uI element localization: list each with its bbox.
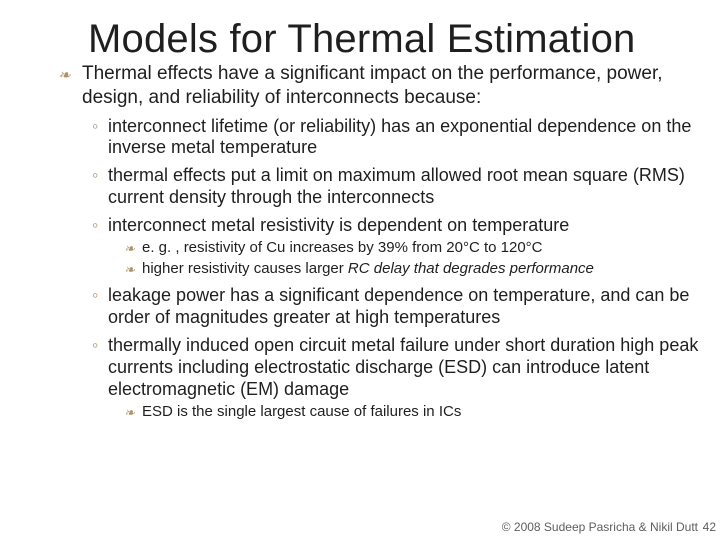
circle-icon: ◦ bbox=[92, 285, 98, 307]
swirl-icon: ❧ bbox=[58, 67, 71, 86]
l3-text-plain: higher resistivity causes larger bbox=[142, 260, 348, 277]
swirl-icon: ❧ bbox=[124, 405, 135, 421]
l2-text: thermally induced open circuit metal fai… bbox=[108, 335, 698, 399]
bullet-level2: ◦ thermal effects put a limit on maximum… bbox=[92, 165, 700, 209]
l2-text: leakage power has a significant dependen… bbox=[108, 285, 689, 327]
bullet-level3: ❧ ESD is the single largest cause of fai… bbox=[124, 403, 700, 422]
l2-text: thermal effects put a limit on maximum a… bbox=[108, 165, 685, 207]
page-number: 42 bbox=[703, 520, 716, 534]
bullet-level3: ❧ e. g. , resistivity of Cu increases by… bbox=[124, 239, 700, 258]
l2-text: interconnect metal resistivity is depend… bbox=[108, 215, 569, 235]
circle-icon: ◦ bbox=[92, 165, 98, 187]
slide: Models for Thermal Estimation ❧ Thermal … bbox=[0, 0, 720, 540]
l3-text-italic: RC delay that degrades performance bbox=[348, 260, 594, 277]
bullet-level2: ◦ leakage power has a significant depend… bbox=[92, 285, 700, 329]
slide-title: Models for Thermal Estimation bbox=[88, 18, 700, 60]
l1-text: Thermal effects have a significant impac… bbox=[82, 63, 663, 108]
bullet-level2: ◦ interconnect lifetime (or reliability)… bbox=[92, 116, 700, 160]
bullet-level3: ❧ higher resistivity causes larger RC de… bbox=[124, 260, 700, 279]
l3-text: e. g. , resistivity of Cu increases by 3… bbox=[142, 239, 543, 256]
bullet-level1: ❧ Thermal effects have a significant imp… bbox=[58, 62, 700, 110]
circle-icon: ◦ bbox=[92, 116, 98, 138]
bullet-level2: ◦ thermally induced open circuit metal f… bbox=[92, 335, 700, 401]
circle-icon: ◦ bbox=[92, 215, 98, 237]
bullet-level2: ◦ interconnect metal resistivity is depe… bbox=[92, 215, 700, 237]
l3-text: ESD is the single largest cause of failu… bbox=[142, 403, 461, 420]
circle-icon: ◦ bbox=[92, 335, 98, 357]
copyright-footer: © 2008 Sudeep Pasricha & Nikil Dutt bbox=[502, 520, 698, 534]
swirl-icon: ❧ bbox=[124, 241, 135, 257]
l2-text: interconnect lifetime (or reliability) h… bbox=[108, 116, 691, 158]
swirl-icon: ❧ bbox=[124, 262, 135, 278]
